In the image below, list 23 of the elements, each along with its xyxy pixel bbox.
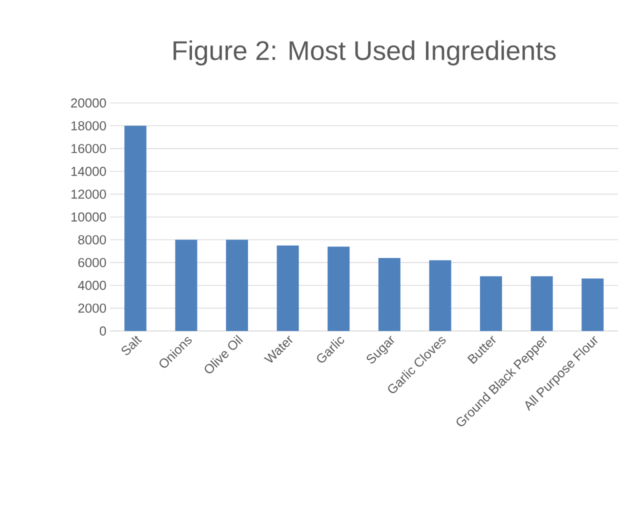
bar <box>429 260 452 331</box>
bar <box>175 240 198 331</box>
y-tick-label: 16000 <box>71 144 106 154</box>
bar <box>530 276 553 331</box>
y-tick-label: 2000 <box>78 304 106 313</box>
y-tick-label: 20000 <box>71 98 106 108</box>
y-tick-label: 12000 <box>71 190 106 199</box>
y-tick-label: 10000 <box>71 212 106 222</box>
y-tick-label: 8000 <box>78 235 106 244</box>
bar <box>480 276 502 331</box>
y-tick-label: 18000 <box>71 121 106 130</box>
bar <box>226 240 248 331</box>
y-tick-label: 14000 <box>71 166 106 176</box>
bar <box>328 246 350 331</box>
bar <box>276 245 299 331</box>
bar <box>124 126 146 331</box>
bar <box>582 278 604 331</box>
chart-title: Figure 2: Most Used Ingredients <box>174 40 556 66</box>
y-tick-label: 0 <box>100 326 106 336</box>
x-tick-label: Salt <box>122 336 142 356</box>
y-tick-label: 4000 <box>78 280 106 290</box>
y-tick-label: 6000 <box>78 258 106 268</box>
bar <box>378 258 400 331</box>
